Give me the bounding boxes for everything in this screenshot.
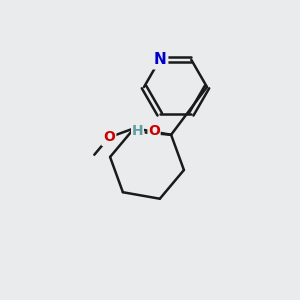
Text: H: H [132, 124, 143, 138]
Text: N: N [153, 52, 166, 67]
Text: O: O [103, 130, 115, 145]
Text: O: O [148, 124, 160, 138]
